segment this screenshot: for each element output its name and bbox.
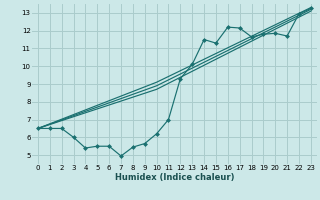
X-axis label: Humidex (Indice chaleur): Humidex (Indice chaleur) xyxy=(115,173,234,182)
